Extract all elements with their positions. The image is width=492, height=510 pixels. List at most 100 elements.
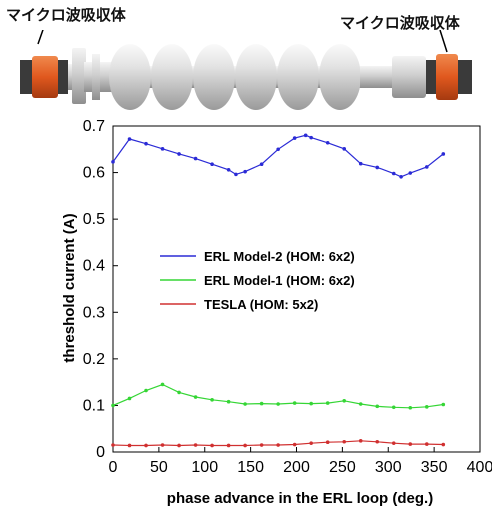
y-tick-label: 0 (96, 444, 105, 461)
x-axis-title: phase advance in the ERL loop (deg.) (167, 490, 433, 507)
data-point (234, 172, 238, 177)
data-point (441, 402, 446, 407)
series-2 (111, 382, 446, 410)
right-arrow (439, 30, 448, 53)
y-axis-title: threshold current (A) (61, 213, 78, 362)
y-tick-label: 0.3 (83, 304, 105, 321)
data-point (226, 167, 231, 172)
data-point (243, 402, 247, 406)
data-point (358, 439, 363, 443)
x-tick-label: 350 (421, 459, 448, 476)
data-point (408, 442, 413, 446)
data-point (226, 443, 231, 448)
y-axis-ticks: 0 0.1 0.2 0.3 0.4 0.5 0.6 0.7 (83, 118, 118, 461)
y-tick-label: 0.4 (83, 258, 105, 275)
data-point (259, 162, 264, 166)
right-absorber (436, 54, 458, 100)
legend-label: TESLA (HOM: 5x2) (204, 297, 318, 312)
data-point (325, 140, 330, 145)
x-tick-label: 0 (109, 459, 118, 476)
data-point (160, 443, 165, 447)
data-point (325, 401, 330, 405)
data-point (342, 439, 347, 444)
data-point (424, 442, 429, 446)
input-coupler (72, 48, 112, 104)
y-tick-label: 0.5 (83, 211, 105, 228)
data-point (358, 161, 363, 166)
data-point (276, 147, 280, 152)
cavity-illustration (20, 30, 472, 110)
x-axis-ticks: 0 50 100 150 200 250 300 350 400 (109, 447, 492, 476)
data-point (309, 441, 313, 445)
data-point (375, 165, 380, 170)
data-point (243, 443, 247, 448)
data-point (276, 402, 280, 406)
data-point (177, 390, 181, 395)
left-arrow (37, 30, 44, 45)
data-point (342, 147, 347, 151)
x-tick-label: 100 (191, 459, 218, 476)
data-point (210, 443, 214, 448)
data-point (399, 174, 403, 179)
y-tick-label: 0.6 (83, 165, 105, 182)
data-point (193, 156, 198, 161)
data-point (111, 160, 115, 164)
data-point (111, 403, 115, 408)
data-point (160, 382, 165, 387)
legend-label: ERL Model-2 (HOM: 6x2) (204, 249, 355, 264)
x-tick-label: 250 (329, 459, 356, 476)
data-point (144, 443, 148, 448)
data-point (424, 165, 429, 169)
data-point (259, 443, 264, 447)
cell-2 (151, 44, 193, 110)
left-absorber (32, 56, 58, 98)
absorber-label-left: マイクロ波吸収体 (6, 6, 126, 24)
legend: ERL Model-2 (HOM: 6x2) ERL Model-1 (HOM: … (160, 249, 355, 312)
data-point (243, 169, 247, 174)
y-tick-label: 0.1 (83, 397, 105, 414)
data-point (391, 171, 396, 176)
data-point (259, 401, 264, 406)
data-point (309, 135, 313, 140)
data-point (177, 443, 181, 448)
cell-6 (319, 44, 361, 110)
data-point (358, 402, 363, 406)
right-absorber-assembly (360, 54, 472, 100)
data-point (127, 396, 132, 401)
cell-4 (235, 44, 277, 110)
legend-label: ERL Model-1 (HOM: 6x2) (204, 273, 355, 288)
data-point (325, 440, 330, 445)
data-point (127, 443, 132, 448)
data-point (309, 401, 313, 406)
series-line (112, 134, 444, 178)
data-point (408, 405, 413, 410)
data-point (144, 388, 148, 393)
series-layer (111, 133, 446, 448)
data-point (424, 405, 429, 409)
data-point (292, 136, 297, 140)
cell-1 (109, 44, 151, 110)
cavity-cells (109, 44, 390, 110)
data-point (408, 171, 413, 175)
x-tick-label: 200 (283, 459, 310, 476)
x-tick-label: 300 (375, 459, 402, 476)
data-point (441, 152, 446, 156)
absorber-label-right: マイクロ波吸収体 (340, 14, 460, 32)
data-point (391, 441, 396, 445)
data-point (441, 442, 446, 447)
data-point (210, 162, 214, 166)
data-point (375, 404, 380, 409)
x-tick-label: 400 (467, 459, 492, 476)
data-point (226, 399, 231, 404)
data-point (111, 443, 115, 447)
y-tick-label: 0.2 (83, 351, 105, 368)
data-point (177, 152, 181, 156)
data-point (160, 147, 165, 151)
series-3 (111, 439, 446, 448)
x-tick-label: 50 (150, 459, 168, 476)
data-point (276, 443, 280, 447)
cell-3 (193, 44, 235, 110)
data-point (292, 442, 297, 447)
data-point (303, 133, 308, 138)
